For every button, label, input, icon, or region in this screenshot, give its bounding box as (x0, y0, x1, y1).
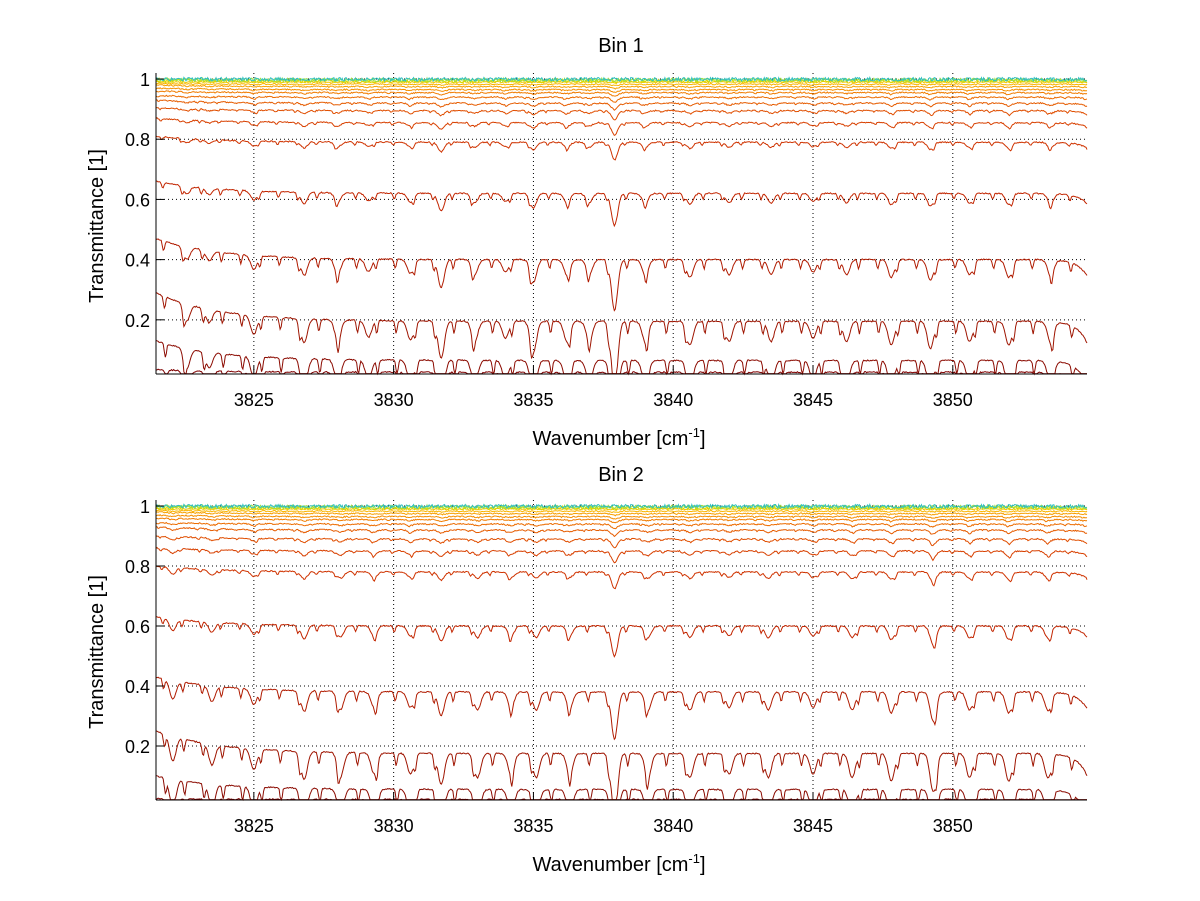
series-line (155, 503, 1088, 510)
series-line (155, 94, 1088, 103)
axes (155, 500, 1087, 801)
x-tick-label: 3840 (653, 816, 693, 836)
series-line (155, 509, 1088, 514)
chart-panel-bin-1: Bin 1 Transmittance [1] Wavenumber [cm-1… (86, 35, 1088, 450)
series-line (155, 82, 1088, 87)
tick-labels: 3825 3830 3835 3840 3845 3850 0.2 0.4 0.6 0.8 1 (125, 70, 973, 410)
series-line (156, 616, 1088, 658)
x-axis-label-close: ] (700, 854, 706, 876)
x-axis-label-text: Wavenumber [cm (532, 428, 688, 450)
tick-labels: 3825 3830 3835 3840 3845 3850 0.2 0.4 0.6 0.8 1 (125, 497, 973, 836)
series-group (155, 76, 1088, 376)
series-line (155, 517, 1088, 524)
series-line (155, 292, 1088, 375)
series-line (155, 238, 1088, 312)
y-tick-label: 0.6 (125, 190, 150, 210)
series-line (155, 90, 1088, 97)
x-tick-label: 3835 (513, 390, 553, 410)
series-line (155, 546, 1088, 564)
series-line (155, 730, 1088, 801)
x-axis-label-superscript: -1 (688, 851, 700, 866)
chart-title: Bin 1 (598, 35, 644, 57)
y-tick-label: 0.4 (125, 677, 150, 697)
x-tick-label: 3840 (653, 390, 693, 410)
x-tick-label: 3850 (933, 816, 973, 836)
series-line (155, 76, 1088, 83)
y-tick-label: 0.8 (125, 130, 150, 150)
x-tick-label: 3845 (793, 390, 833, 410)
x-axis-label: Wavenumber [cm-1] (532, 851, 705, 876)
x-axis-label-superscript: -1 (688, 425, 700, 440)
x-tick-label: 3835 (513, 816, 553, 836)
axes (155, 73, 1087, 375)
x-tick-label: 3830 (374, 390, 414, 410)
x-tick-label: 3830 (374, 816, 414, 836)
y-axis-label: Transmittance [1] (86, 575, 108, 729)
y-tick-label: 0.8 (125, 557, 150, 577)
x-axis-label-text: Wavenumber [cm (532, 854, 688, 876)
series-line (155, 521, 1088, 530)
y-tick-label: 0.2 (125, 311, 150, 331)
series-line (155, 76, 1088, 84)
x-axis-label-close: ] (700, 428, 706, 450)
chart-panel-bin-2: Bin 2 Transmittance [1] Wavenumber [cm-1… (86, 464, 1088, 876)
series-line (155, 87, 1088, 93)
series-line (155, 99, 1088, 111)
series-line (155, 180, 1088, 228)
y-tick-label: 0.4 (125, 251, 150, 271)
x-tick-label: 3850 (933, 390, 973, 410)
series-line (155, 116, 1088, 137)
series-line (155, 511, 1088, 517)
series-line (155, 503, 1088, 511)
x-tick-label: 3825 (234, 390, 274, 410)
y-tick-label: 0.6 (125, 617, 150, 637)
x-tick-label: 3825 (234, 816, 274, 836)
series-line (155, 676, 1088, 741)
x-axis-label: Wavenumber [cm-1] (532, 425, 705, 450)
series-line (155, 135, 1088, 161)
y-tick-label: 1 (140, 497, 150, 517)
series-line (155, 514, 1088, 520)
series-line (155, 535, 1088, 549)
x-tick-label: 3845 (793, 816, 833, 836)
series-line (155, 84, 1088, 90)
y-tick-label: 1 (140, 70, 150, 90)
series-line (155, 106, 1088, 121)
chart-title: Bin 2 (598, 464, 644, 486)
series-line (155, 565, 1088, 590)
series-line (155, 526, 1088, 538)
y-axis-label: Transmittance [1] (86, 149, 108, 303)
y-tick-label: 0.2 (125, 737, 150, 757)
